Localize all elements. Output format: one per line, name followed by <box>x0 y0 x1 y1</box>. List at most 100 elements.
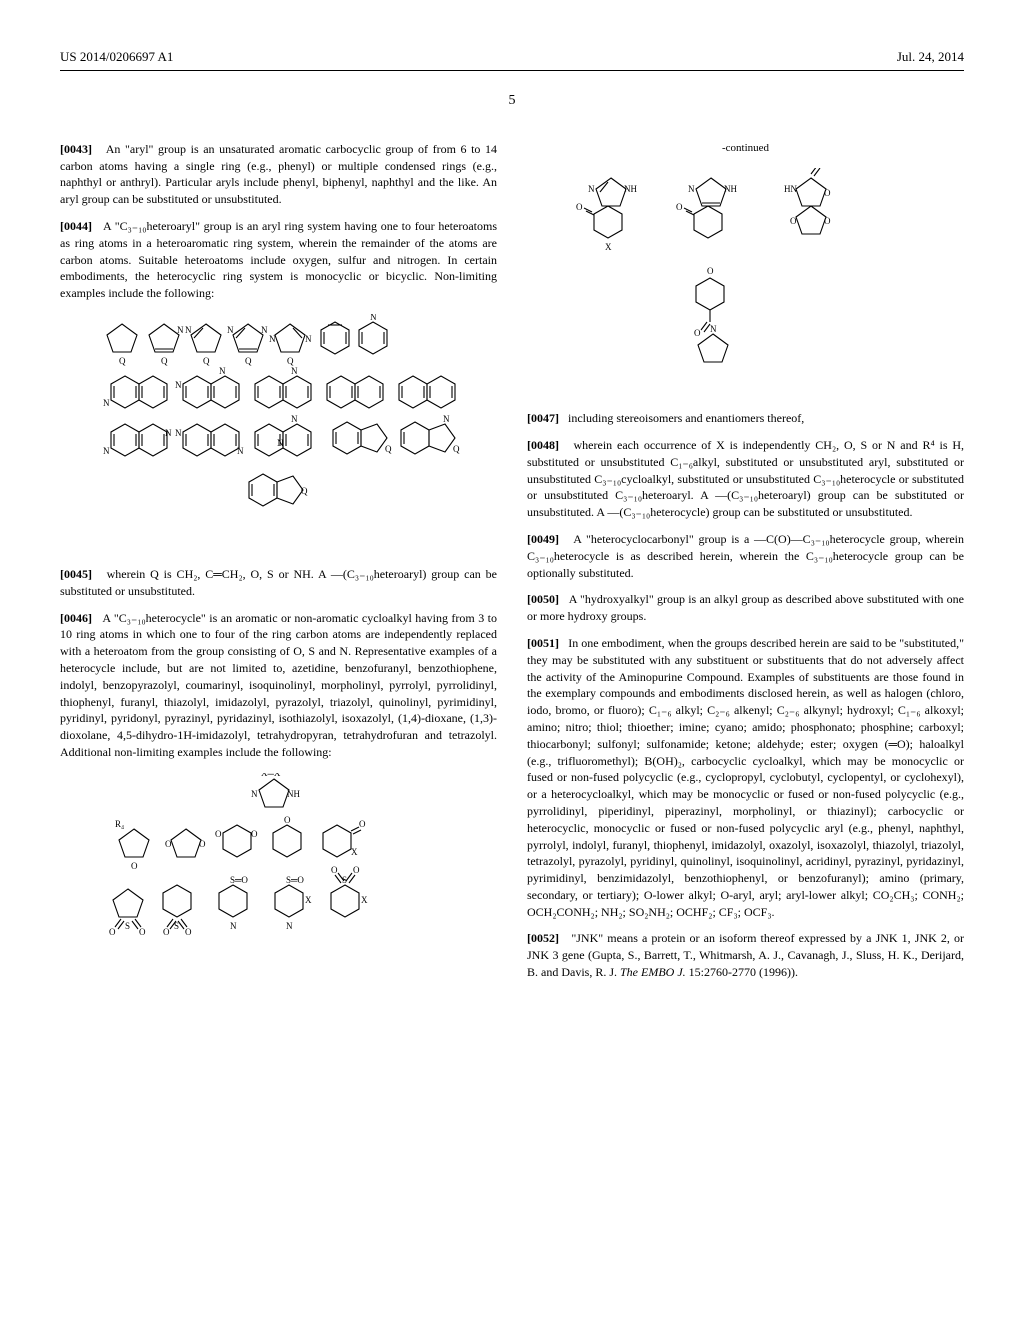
para-49: [0049] A "heterocyclocarbonyl" group is … <box>527 531 964 581</box>
svg-text:O: O <box>676 202 683 212</box>
svg-text:X: X <box>361 895 368 905</box>
para-text: including stereoisomers and enantiomers … <box>568 411 804 425</box>
svg-text:O: O <box>818 168 825 170</box>
svg-text:N: N <box>291 414 298 424</box>
left-column: [0043] An "aryl" group is an unsaturated… <box>60 141 497 991</box>
para-52: [0052] "JNK" means a protein or an isofo… <box>527 930 964 980</box>
svg-text:R₄: R₄ <box>115 819 124 829</box>
svg-text:NH: NH <box>724 184 737 194</box>
page-header: US 2014/0206697 A1 Jul. 24, 2014 <box>60 48 964 71</box>
page-number: 5 <box>60 91 964 111</box>
right-column: -continued N NH <box>527 141 964 991</box>
para-num: [0045] <box>60 567 92 581</box>
svg-text:X: X <box>605 242 612 252</box>
svg-text:N: N <box>588 184 595 194</box>
svg-text:O: O <box>284 815 291 825</box>
para-text: An "aryl" group is an unsaturated aromat… <box>60 142 497 206</box>
svg-text:N: N <box>175 428 182 438</box>
para-num: [0047] <box>527 411 559 425</box>
svg-text:N: N <box>177 325 184 335</box>
heteroaryl-scheme: Q Q N Q N <box>60 314 497 554</box>
para-num: [0043] <box>60 142 92 156</box>
svg-text:Q: Q <box>203 356 210 366</box>
svg-text:N: N <box>219 366 226 376</box>
svg-text:NH: NH <box>287 789 300 799</box>
svg-text:O: O <box>139 927 146 937</box>
svg-text:N: N <box>227 325 234 335</box>
para-text: In one embodiment, when the groups descr… <box>527 636 964 919</box>
citation-journal: The EMBO J. <box>620 965 686 979</box>
svg-text:O: O <box>359 819 366 829</box>
svg-text:N: N <box>237 446 244 456</box>
svg-text:O: O <box>694 328 701 338</box>
para-43: [0043] An "aryl" group is an unsaturated… <box>60 141 497 208</box>
svg-text:Q: Q <box>245 356 252 366</box>
svg-text:Q: Q <box>287 356 294 366</box>
svg-text:N: N <box>277 438 284 448</box>
para-text: A "C₃₋₁₀heteroaryl" group is an aryl rin… <box>60 219 497 300</box>
para-46: [0046] A "C₃₋₁₀heterocycle" is an aromat… <box>60 610 497 761</box>
svg-text:O: O <box>251 829 258 839</box>
svg-text:S═O: S═O <box>286 875 304 885</box>
svg-text:N: N <box>103 398 110 408</box>
heterocycle-scheme: X═X N NH R₄ O O O <box>60 773 497 963</box>
svg-text:Q: Q <box>119 356 126 366</box>
svg-text:N: N <box>370 314 377 322</box>
svg-text:Q: Q <box>453 444 460 454</box>
svg-text:O: O <box>707 266 714 276</box>
svg-text:S═O: S═O <box>230 875 248 885</box>
svg-text:O: O <box>576 202 583 212</box>
svg-text:O: O <box>163 927 170 937</box>
svg-text:O: O <box>109 927 116 937</box>
para-50: [0050] A "hydroxyalkyl" group is an alky… <box>527 591 964 625</box>
para-48: [0048] wherein each occurrence of X is i… <box>527 437 964 521</box>
para-44: [0044] A "C₃₋₁₀heteroaryl" group is an a… <box>60 218 497 302</box>
svg-text:Q: Q <box>161 356 168 366</box>
para-47: [0047] including stereoisomers and enant… <box>527 410 964 427</box>
svg-text:O: O <box>824 216 831 226</box>
svg-text:N: N <box>688 184 695 194</box>
svg-text:N: N <box>103 446 110 456</box>
svg-text:HN: HN <box>784 184 797 194</box>
svg-text:NH: NH <box>624 184 637 194</box>
para-45: [0045] wherein Q is CH₂, C═CH₂, O, S or … <box>60 566 497 600</box>
svg-text:O: O <box>824 188 831 198</box>
para-text: wherein Q is CH₂, C═CH₂, O, S or NH. A —… <box>60 567 497 598</box>
svg-text:N: N <box>175 380 182 390</box>
svg-text:N: N <box>443 414 450 424</box>
svg-text:N: N <box>165 428 172 438</box>
doc-date: Jul. 24, 2014 <box>897 48 964 66</box>
para-num: [0050] <box>527 592 559 606</box>
continued-label: -continued <box>527 141 964 156</box>
para-text: A "C₃₋₁₀heterocycle" is an aromatic or n… <box>60 611 497 759</box>
svg-text:N: N <box>261 325 268 335</box>
svg-text:X: X <box>305 895 312 905</box>
para-num: [0044] <box>60 219 92 233</box>
para-num: [0052] <box>527 931 559 945</box>
svg-text:N: N <box>185 325 192 335</box>
svg-text:N: N <box>305 334 312 344</box>
svg-text:X: X <box>351 847 358 857</box>
svg-text:O: O <box>165 839 172 849</box>
para-tail: 15:2760-2770 (1996)). <box>686 965 798 979</box>
para-num: [0049] <box>527 532 559 546</box>
para-51: [0051] In one embodiment, when the group… <box>527 635 964 921</box>
svg-text:N: N <box>230 921 237 931</box>
svg-text:O: O <box>331 865 338 875</box>
svg-text:X═X: X═X <box>261 773 281 778</box>
svg-text:N: N <box>710 324 717 334</box>
para-num: [0048] <box>527 438 559 452</box>
svg-text:Q: Q <box>301 486 308 496</box>
doc-number: US 2014/0206697 A1 <box>60 48 173 66</box>
svg-text:O: O <box>215 829 222 839</box>
svg-text:O: O <box>131 861 138 871</box>
svg-text:O: O <box>353 865 360 875</box>
continued-scheme: N NH O X <box>527 168 964 398</box>
para-num: [0051] <box>527 636 559 650</box>
para-num: [0046] <box>60 611 92 625</box>
svg-text:N: N <box>251 789 258 799</box>
para-text: A "hydroxyalkyl" group is an alkyl group… <box>527 592 964 623</box>
svg-text:N: N <box>291 366 298 376</box>
svg-text:O: O <box>199 839 206 849</box>
svg-text:O: O <box>790 216 797 226</box>
